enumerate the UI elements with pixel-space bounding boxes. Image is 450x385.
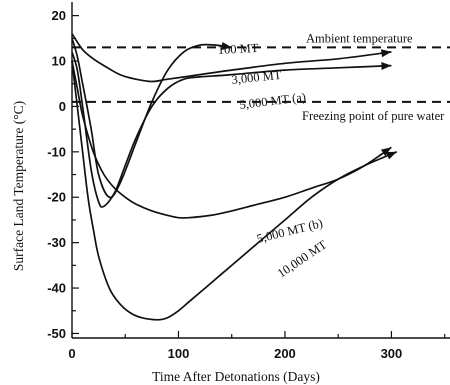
y-tick-label: -10	[47, 144, 66, 159]
series-line-100-mt	[71, 38, 232, 199]
series-line-5-000-mt-b	[71, 60, 392, 219]
series-label-5-000-mt-a: 5,000 MT (a)	[239, 90, 307, 112]
reference-lines: Ambient temperature Freezing point of pur…	[72, 31, 450, 123]
series-line-5-000-mt-a	[71, 51, 392, 208]
y-tick-label: -30	[47, 235, 66, 250]
reference-line-label: Ambient temperature	[306, 31, 413, 45]
series-arrowhead-5-000-mt-a	[381, 62, 392, 70]
series-arrowhead-5-000-mt-b	[380, 147, 392, 157]
series-group	[71, 33, 398, 321]
x-tick-label: 100	[168, 346, 190, 361]
series-labels: 100 MT3,000 MT5,000 MT (a)5,000 MT (b)10…	[217, 41, 329, 281]
series-label-10-000-mt: 10,000 MT	[275, 237, 330, 280]
x-tick-label: 300	[381, 346, 403, 361]
x-tick-label: 0	[68, 346, 75, 361]
reference-line-label: Freezing point of pure water	[302, 109, 445, 123]
y-tick-label: 10	[52, 54, 66, 69]
series-arrowhead-3-000-mt	[381, 49, 392, 58]
y-axis-label: Surface Land Temperature (°C)	[11, 101, 26, 271]
x-tick-label: 200	[274, 346, 296, 361]
series-label-3-000-mt: 3,000 MT	[231, 68, 283, 87]
series-line-3-000-mt	[71, 33, 392, 83]
x-axis-label: Time After Detonations (Days)	[152, 369, 320, 384]
y-tick-label: -20	[47, 190, 66, 205]
y-tick-label: 0	[59, 99, 66, 114]
series-line-10-000-mt	[71, 60, 398, 321]
series-arrowhead-10-000-mt	[386, 151, 397, 160]
series-arrowhead-100-mt	[221, 42, 232, 50]
y-tick-label: 20	[52, 8, 66, 23]
y-tick-label: -50	[47, 326, 66, 341]
y-tick-label: -40	[47, 281, 66, 296]
series-label-100-mt: 100 MT	[217, 41, 259, 57]
